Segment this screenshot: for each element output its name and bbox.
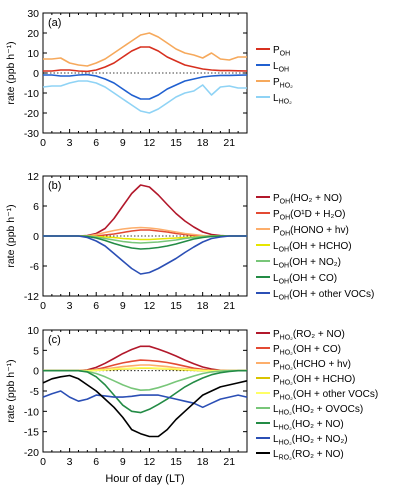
- y-tick-label: -6: [30, 261, 39, 273]
- legend-label: PHO₂(OH + HCHO): [273, 374, 355, 387]
- y-tick-label: 30: [27, 8, 39, 20]
- plot-frame: [42, 329, 248, 453]
- series-line: [42, 390, 248, 409]
- panel-b: -12 -6 0 6 12 0 3 6 9 12 15 18 21 (b) rate (ppb h⁻¹) PO…: [5, 171, 374, 312]
- x-axis-label: Hour of day (LT): [105, 473, 184, 485]
- panel-label: (c): [48, 334, 61, 346]
- y-tick-label: 0: [33, 68, 39, 80]
- x-tick-label: 3: [67, 456, 73, 468]
- y-axis-label: rate (ppb h⁻¹): [5, 41, 17, 104]
- y-tick-label: -12: [24, 291, 39, 303]
- series-line: [43, 32, 247, 67]
- x-tick-label: 0: [40, 300, 46, 312]
- legend-label: PHO₂(HCHO + hv): [273, 359, 351, 372]
- x-tick-label: 6: [93, 300, 99, 312]
- x-tick-label: 21: [223, 456, 235, 468]
- x-tick-label: 6: [93, 137, 99, 149]
- y-tick-label: 10: [27, 48, 39, 60]
- legend-label: PHO₂(OH + other VOCs): [273, 389, 378, 402]
- x-tick-label: 12: [144, 137, 156, 149]
- x-tick-label: 18: [197, 300, 209, 312]
- x-tick-label: 21: [223, 137, 235, 149]
- legend-label: LOH(OH + CO): [273, 273, 337, 286]
- legend-label: POH(HONO + hv): [273, 225, 349, 238]
- legend-label: PHO₂(RO₂ + NO): [273, 329, 345, 342]
- x-tick-label: 6: [93, 456, 99, 468]
- legend-label: LHO₂: [273, 93, 292, 106]
- series-line: [43, 369, 247, 414]
- legend-label: LRO₂(RO₂ + NO): [273, 449, 344, 462]
- y-tick-label: 20: [27, 28, 39, 40]
- legend-label: POH(HO₂ + NO): [273, 193, 342, 206]
- legend-label: LOH(OH + other VOCs): [273, 289, 374, 302]
- x-tick-label: 18: [197, 456, 209, 468]
- y-tick-label: -30: [24, 128, 39, 140]
- panel-a: -30 -20 -10 0 10 20 30 0 3 6 9 12 15 18 21 (a) rate (ppb…: [5, 8, 293, 149]
- x-tick-label: 9: [120, 137, 126, 149]
- y-tick-label: -20: [24, 447, 39, 459]
- series-line: [42, 80, 247, 114]
- legend-label: LOH(OH + NO₂): [273, 257, 341, 270]
- x-tick-label: 12: [144, 456, 156, 468]
- x-tick-label: 3: [67, 137, 73, 149]
- y-tick-label: -10: [24, 406, 39, 418]
- legend-label: LOH(OH + HCHO): [273, 241, 352, 254]
- x-tick-label: 21: [223, 300, 235, 312]
- x-tick-label: 15: [170, 456, 182, 468]
- x-tick-label: 15: [170, 137, 182, 149]
- panel-c: -20 -15 -10 -5 0 5 10 0 3 6 9 12 15 18 21 (c) rate (ppb …: [5, 325, 378, 485]
- x-tick-label: 3: [67, 300, 73, 312]
- y-tick-label: 10: [27, 325, 39, 337]
- x-tick-label: 15: [170, 300, 182, 312]
- series-line: [43, 73, 248, 100]
- panel-label: (b): [48, 180, 61, 192]
- legend-label: POH: [273, 45, 290, 58]
- legend-label: LHO₂(HO₂ + NO₂): [273, 434, 348, 447]
- y-axis-label: rate (ppb h⁻¹): [5, 204, 17, 267]
- x-tick-label: 0: [40, 456, 46, 468]
- series-line: [43, 235, 247, 275]
- y-tick-label: -20: [24, 108, 39, 120]
- series-line: [43, 46, 248, 73]
- x-tick-label: 0: [40, 137, 46, 149]
- x-tick-label: 9: [120, 456, 126, 468]
- legend-label: POH(O¹D + H₂O): [273, 209, 345, 222]
- y-tick-label: 12: [27, 171, 39, 183]
- x-tick-label: 9: [120, 300, 126, 312]
- series-line: [42, 374, 248, 438]
- panel-label: (a): [48, 17, 61, 29]
- y-tick-label: 5: [33, 345, 39, 357]
- y-tick-label: 0: [33, 366, 39, 378]
- y-axis-label: rate (ppb h⁻¹): [5, 359, 17, 422]
- y-tick-label: -10: [24, 88, 39, 100]
- legend-label: LHO₂(HO₂ + OVOCs): [273, 404, 363, 417]
- y-tick-label: -15: [24, 427, 39, 439]
- y-tick-label: 0: [33, 231, 39, 243]
- legend-label: LHO₂(HO₂ + NO): [273, 419, 344, 432]
- y-tick-label: -5: [30, 386, 39, 398]
- legend-label: LOH: [273, 61, 289, 74]
- x-tick-label: 12: [144, 300, 156, 312]
- legend-label: PHO₂(OH + CO): [273, 344, 341, 357]
- x-tick-label: 18: [197, 137, 209, 149]
- legend-label: PHO₂: [273, 77, 293, 90]
- y-tick-label: 6: [33, 201, 39, 213]
